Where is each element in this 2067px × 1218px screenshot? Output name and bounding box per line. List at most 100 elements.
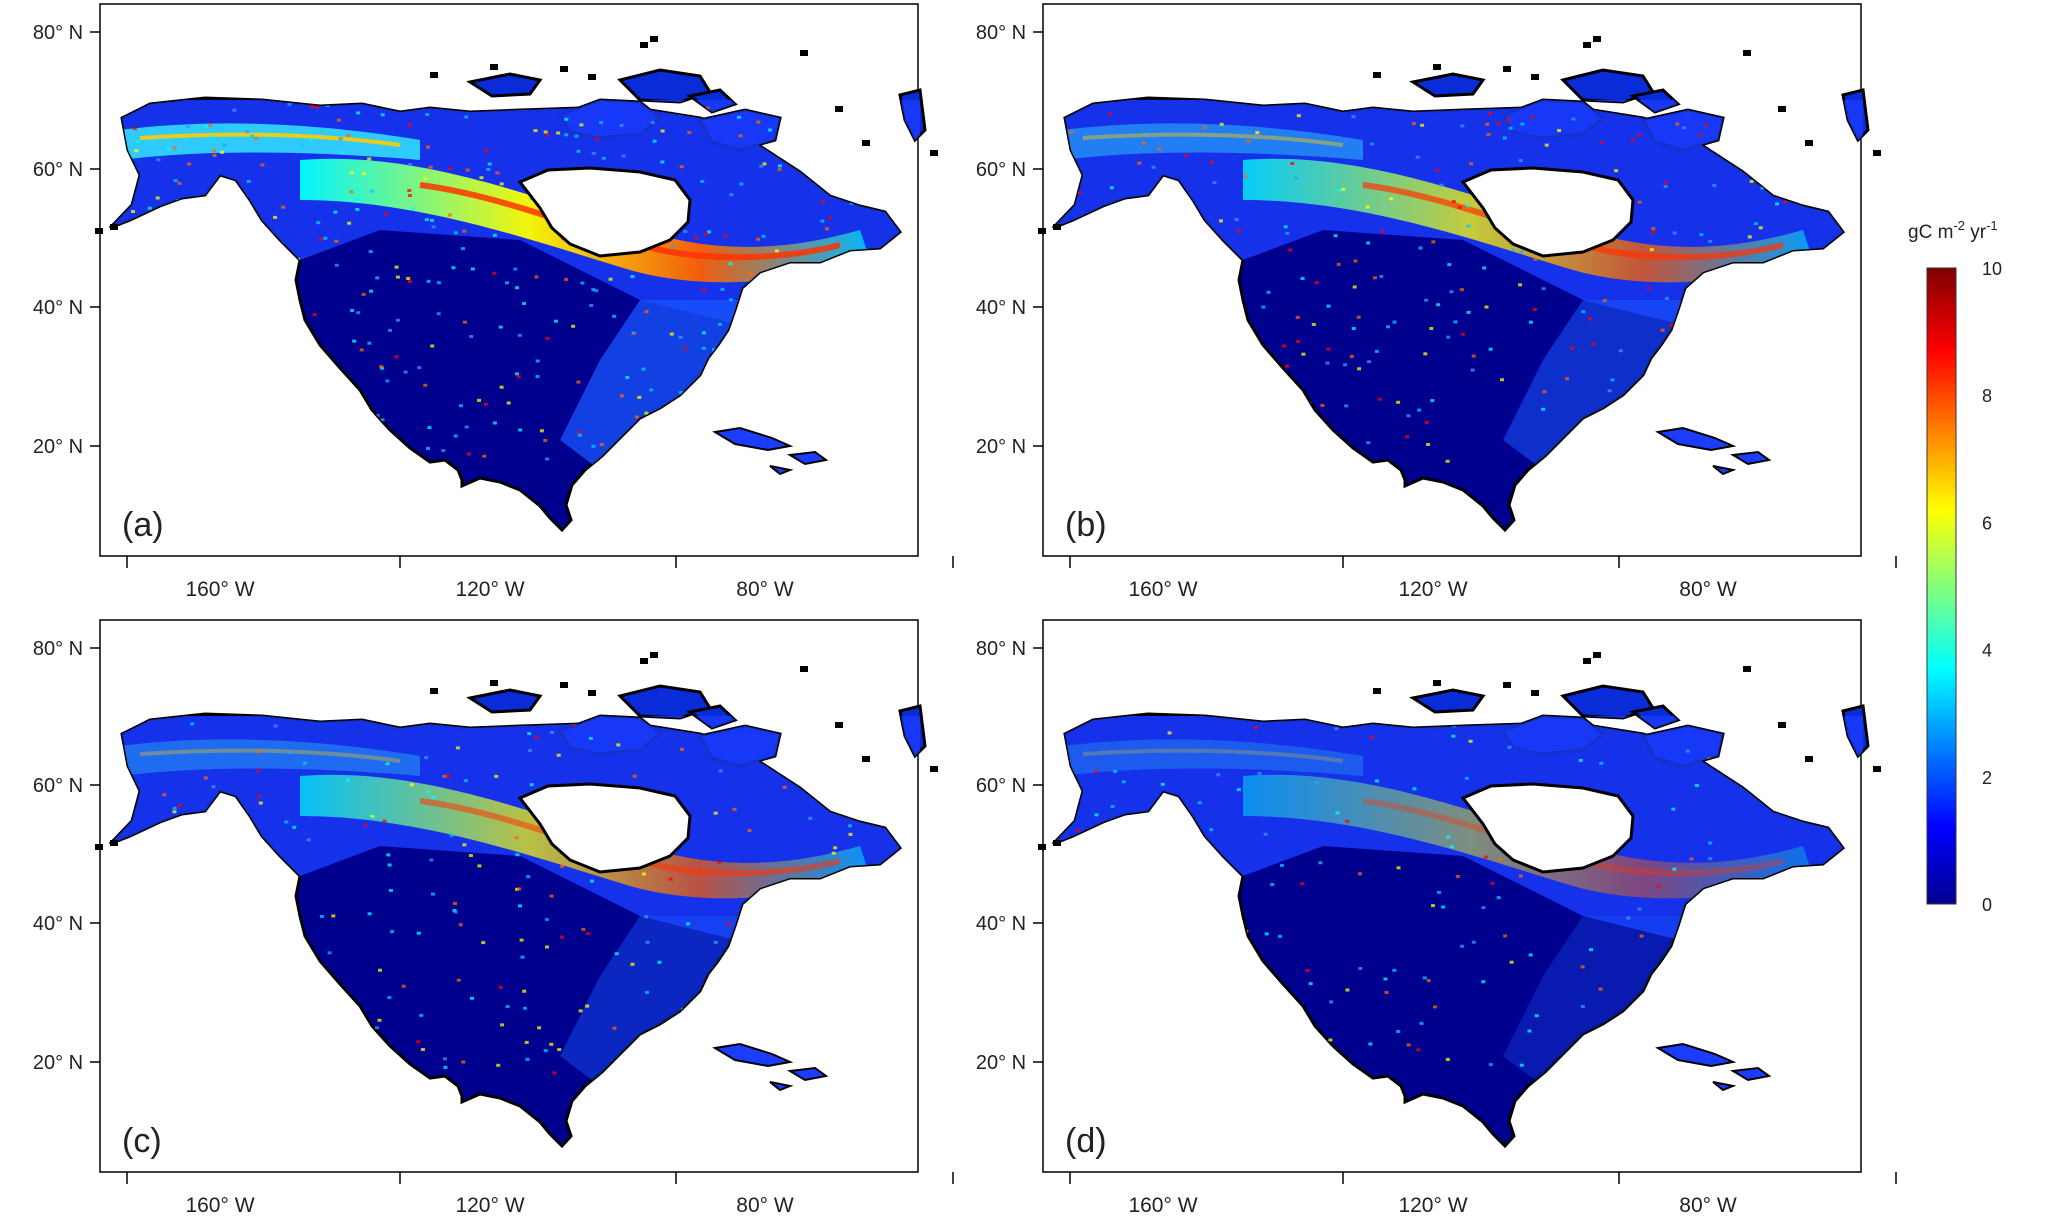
caribbean-island <box>1712 1081 1737 1092</box>
small-island <box>1373 688 1381 694</box>
small-island <box>930 150 938 156</box>
small-island <box>430 72 438 78</box>
panel-b: 80° N 60° N 40° N 20° N 160° W 120° W 80° W (b) <box>976 3 1897 601</box>
small-island <box>1743 666 1751 672</box>
island <box>466 688 543 714</box>
hudson-bay <box>517 166 692 258</box>
panel-label: (b) <box>1065 506 1107 544</box>
caribbean-island <box>769 465 794 476</box>
lon-tick-label: 120° W <box>455 1194 524 1217</box>
small-island <box>560 682 568 688</box>
lon-tick-label: 80° W <box>1679 578 1737 601</box>
map-area <box>95 652 938 1149</box>
lat-tick-label: 20° N <box>976 1052 1026 1074</box>
panel-c: 80° N 60° N 40° N 20° N 160° W 120° W 80° W (c) <box>33 619 954 1217</box>
small-island <box>1583 658 1591 664</box>
island <box>1409 688 1486 714</box>
caribbean-island <box>712 1042 794 1068</box>
colorbar-tick-label: 0 <box>1982 895 1992 915</box>
colorbar-tick-label: 8 <box>1982 386 1992 406</box>
colorbar-tick-label: 6 <box>1982 513 1992 533</box>
lat-tick-label: 60° N <box>33 159 83 181</box>
small-island <box>95 844 103 850</box>
lat-tick-label: 20° N <box>976 436 1026 458</box>
caribbean-island <box>769 1081 794 1092</box>
lat-tick-label: 80° N <box>976 638 1026 660</box>
colorbar-tick-label: 10 <box>1982 259 2002 279</box>
small-island <box>1593 652 1601 658</box>
map-area <box>95 36 938 533</box>
panel-d: 80° N 60° N 40° N 20° N 160° W 120° W 80° W (d) <box>976 619 1897 1217</box>
lat-tick-label: 40° N <box>33 297 83 319</box>
lat-tick-label: 80° N <box>33 638 83 660</box>
lon-tick-label: 80° W <box>736 1194 794 1217</box>
lon-tick-label: 80° W <box>736 578 794 601</box>
caribbean-island <box>786 450 829 466</box>
lon-tick-label: 80° W <box>1679 1194 1737 1217</box>
panel-label: (d) <box>1065 1122 1107 1160</box>
small-island <box>110 840 118 846</box>
small-island <box>588 74 596 80</box>
lon-tick-label: 120° W <box>455 578 524 601</box>
small-island <box>95 228 103 234</box>
small-island <box>1373 72 1381 78</box>
map-area <box>1038 652 1881 1149</box>
lon-tick-label: 160° W <box>185 578 254 601</box>
small-island <box>490 680 498 686</box>
small-island <box>1583 42 1591 48</box>
small-island <box>110 224 118 230</box>
caribbean-island <box>712 426 794 452</box>
small-island <box>1531 74 1539 80</box>
colorbar-tick-label: 4 <box>1982 641 1992 661</box>
lon-tick-label: 120° W <box>1398 578 1467 601</box>
colorbar-tick-label: 2 <box>1982 768 1992 788</box>
small-island <box>1038 228 1046 234</box>
lon-tick-label: 120° W <box>1398 1194 1467 1217</box>
hudson-bay <box>1460 166 1635 258</box>
lat-tick-label: 40° N <box>976 913 1026 935</box>
small-island <box>1778 106 1786 112</box>
colorbar: gC m-2 yr-1 10 8 6 4 2 0 <box>1908 218 2002 915</box>
caribbean-island <box>1655 426 1737 452</box>
lon-tick-label: 160° W <box>1128 1194 1197 1217</box>
small-island <box>640 658 648 664</box>
small-island <box>1038 844 1046 850</box>
caribbean-island <box>1655 1042 1737 1068</box>
lat-tick-label: 80° N <box>976 22 1026 44</box>
panel-a: 80° N 60° N 40° N 20° N 160° W 120° W 80° W (a) <box>33 3 954 601</box>
lat-tick-label: 60° N <box>976 775 1026 797</box>
small-island <box>862 140 870 146</box>
caribbean-island <box>1712 465 1737 476</box>
small-island <box>1053 224 1061 230</box>
small-island <box>930 766 938 772</box>
small-island <box>1503 682 1511 688</box>
small-island <box>1053 840 1061 846</box>
small-island <box>1433 680 1441 686</box>
lat-tick-label: 40° N <box>33 913 83 935</box>
small-island <box>560 66 568 72</box>
small-island <box>430 688 438 694</box>
small-island <box>490 64 498 70</box>
lat-tick-label: 60° N <box>33 775 83 797</box>
colorbar-ramp <box>1926 267 1957 905</box>
small-island <box>800 666 808 672</box>
island <box>1409 72 1486 98</box>
lat-tick-label: 60° N <box>976 159 1026 181</box>
small-island <box>1433 64 1441 70</box>
lon-tick-label: 160° W <box>1128 578 1197 601</box>
small-island <box>862 756 870 762</box>
small-island <box>800 50 808 56</box>
hudson-bay <box>1460 782 1635 874</box>
small-island <box>1873 766 1881 772</box>
colorbar-title: gC m-2 yr-1 <box>1908 218 1998 243</box>
hudson-bay <box>517 782 692 874</box>
small-island <box>1531 690 1539 696</box>
panel-label: (a) <box>122 506 164 544</box>
lat-tick-label: 40° N <box>976 297 1026 319</box>
small-island <box>650 652 658 658</box>
small-island <box>588 690 596 696</box>
small-island <box>640 42 648 48</box>
small-island <box>1778 722 1786 728</box>
small-island <box>650 36 658 42</box>
